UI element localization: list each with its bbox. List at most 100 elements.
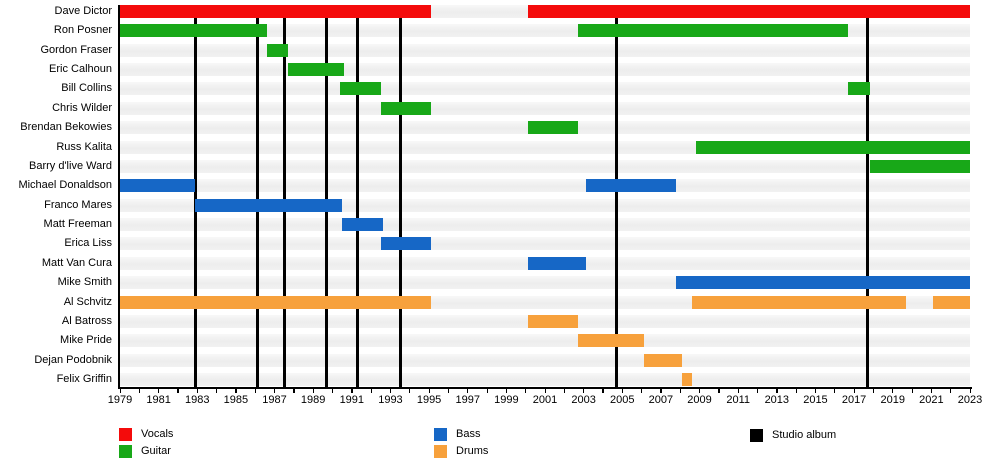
- timeline-bar: [266, 43, 289, 57]
- x-axis-tick: [563, 389, 565, 393]
- timeline-bar: [120, 295, 432, 309]
- x-axis-tick: [505, 389, 508, 393]
- timeline-bar: [120, 5, 432, 18]
- x-axis-tick: [853, 389, 855, 393]
- timeline-bar: [848, 82, 870, 96]
- x-axis-tick: [660, 389, 662, 393]
- timeline-bar: [682, 373, 692, 387]
- x-axis-tick-label: 2017: [841, 394, 867, 406]
- album-marker-line: [193, 5, 197, 387]
- row-stripe: [120, 373, 970, 387]
- member-name-label: Eric Calhoun: [49, 63, 112, 76]
- timeline-bar: [340, 82, 381, 96]
- member-name-label: Matt Van Cura: [41, 256, 112, 269]
- member-name-label: Erica Liss: [64, 237, 112, 250]
- legend-label: Drums: [456, 445, 489, 457]
- x-axis-tick-label: 2009: [687, 394, 712, 406]
- member-name-label: Chris Wilder: [52, 101, 112, 114]
- album-marker-line: [282, 5, 286, 387]
- member-name-label: Dave Dictor: [54, 5, 112, 17]
- x-axis-tick-label: 2001: [532, 394, 558, 406]
- x-axis-tick: [892, 389, 894, 393]
- member-name-label: Barry d'live Ward: [29, 159, 112, 172]
- legend-label: Vocals: [141, 428, 174, 440]
- x-axis-tick: [447, 389, 450, 393]
- x-axis-tick-label: 1987: [262, 394, 287, 406]
- member-name-label: Russ Kalita: [56, 140, 112, 153]
- x-axis-tick: [216, 389, 218, 393]
- member-name-label: Ron Posner: [53, 24, 112, 37]
- x-axis-tick: [235, 389, 237, 393]
- x-axis-tick-label: 2019: [880, 394, 905, 406]
- legend-label: Guitar: [141, 445, 171, 457]
- x-axis-tick: [795, 389, 797, 393]
- x-axis-tick: [737, 389, 739, 393]
- x-axis-tick: [467, 389, 469, 393]
- x-axis-tick-label: 2011: [726, 394, 750, 406]
- x-axis-tick: [177, 389, 179, 393]
- x-axis-tick: [196, 389, 198, 393]
- x-axis-tick: [930, 389, 933, 393]
- album-marker-line: [325, 5, 329, 387]
- timeline-bar: [288, 63, 345, 77]
- x-axis-tick-label: 1999: [494, 394, 519, 406]
- x-axis-tick: [583, 389, 585, 393]
- timeline-bar: [527, 314, 578, 328]
- x-axis-tick: [274, 389, 276, 393]
- x-axis-tick: [332, 389, 334, 393]
- x-axis-tick: [312, 389, 314, 393]
- row-stripe: [120, 43, 970, 57]
- member-name-label: Michael Donaldson: [18, 179, 112, 192]
- member-name-label: Mike Smith: [57, 276, 112, 289]
- x-axis-tick: [486, 389, 488, 393]
- x-axis-tick: [776, 389, 778, 393]
- x-axis-tick: [699, 389, 701, 393]
- member-name-label: Al Batross: [61, 314, 112, 327]
- x-axis-line: [118, 387, 972, 389]
- timeline-bar: [691, 295, 907, 309]
- x-axis-tick: [158, 389, 160, 393]
- x-axis-tick-label: 1985: [223, 394, 249, 406]
- timeline-bar: [527, 5, 970, 18]
- x-axis-tick-label: 1989: [300, 394, 326, 406]
- x-axis-tick-label: 1981: [146, 394, 171, 406]
- x-axis-tick: [679, 389, 681, 393]
- x-axis-tick: [872, 389, 875, 393]
- x-axis-tick: [119, 389, 121, 393]
- row-stripe: [120, 159, 970, 173]
- timeline-bar: [933, 295, 970, 309]
- x-axis-tick-label: 1993: [378, 394, 403, 406]
- x-axis-tick: [969, 389, 971, 393]
- album-marker-line: [866, 5, 870, 387]
- timeline-bar: [195, 198, 343, 212]
- member-name-label: Gordon Fraser: [40, 43, 112, 56]
- row-stripe: [120, 218, 970, 232]
- row-stripe: [120, 101, 970, 115]
- timeline-bar: [527, 256, 586, 270]
- timeline-bar: [577, 24, 849, 38]
- x-axis-tick-label: 1991: [339, 394, 365, 406]
- x-axis-tick-label: 2015: [803, 394, 828, 406]
- legend-swatch-bass: [434, 428, 447, 441]
- legend-swatch-vocals: [119, 428, 132, 441]
- x-axis-tick: [621, 389, 623, 393]
- x-axis-tick-label: 1983: [185, 394, 210, 406]
- timeline-bar: [527, 121, 578, 135]
- timeline-bar: [380, 237, 431, 251]
- x-axis-tick: [525, 389, 527, 393]
- row-stripe: [120, 334, 970, 348]
- timeline-bar: [120, 24, 267, 38]
- x-axis-tick-label: 1997: [455, 394, 480, 406]
- timeline-bar: [342, 218, 383, 232]
- legend-label: Studio album: [772, 429, 837, 441]
- timeline-bar: [676, 276, 970, 290]
- timeline-bar: [695, 140, 970, 154]
- x-axis-tick: [834, 389, 836, 393]
- row-stripe: [120, 353, 970, 367]
- album-marker-line: [356, 5, 360, 387]
- x-axis-tick: [254, 389, 256, 393]
- row-stripe: [120, 179, 970, 193]
- legend-swatch-studio-album: [750, 429, 763, 442]
- x-axis-tick-label: 2021: [919, 394, 944, 406]
